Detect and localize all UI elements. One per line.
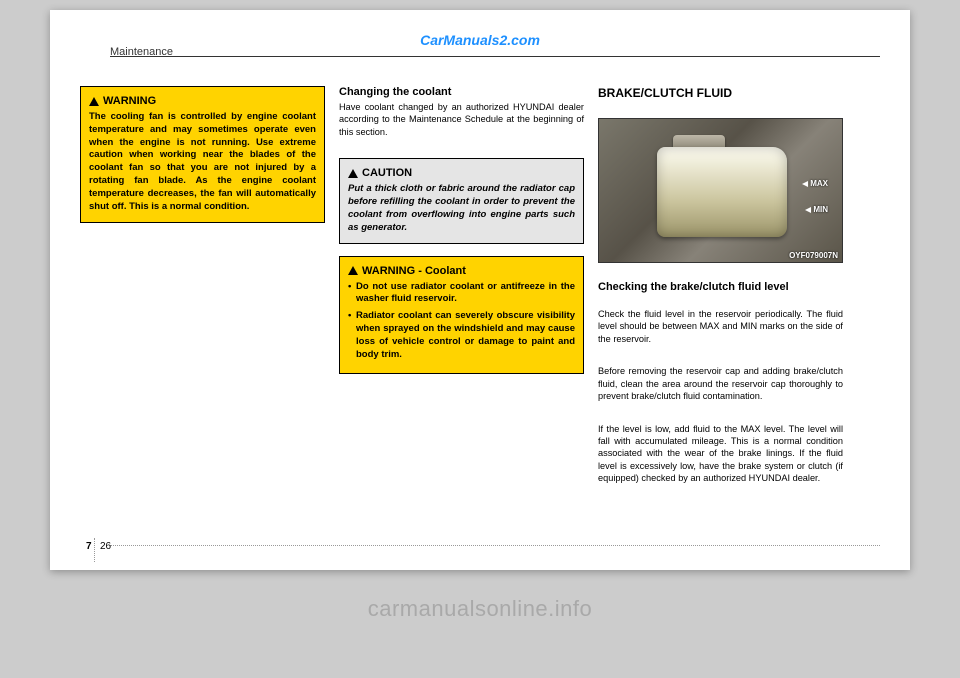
changing-body: Have coolant changed by an authorized HY…: [339, 101, 584, 138]
caution-box: CAUTION Put a thick cloth or fabric arou…: [339, 158, 584, 243]
content-columns: WARNING The cooling fan is controlled by…: [80, 86, 880, 493]
column-2: Changing the coolant Have coolant change…: [339, 86, 584, 493]
warning-bullet-2: Radiator coolant can severely obscure vi…: [356, 310, 575, 361]
warning-bullet-1: Do not use radiator coolant or antifreez…: [356, 281, 575, 307]
warning-box-cooling-fan: WARNING The cooling fan is controlled by…: [80, 86, 325, 223]
page-num-page: 26: [100, 541, 111, 552]
check-p1: Check the fluid level in the reservoir p…: [598, 308, 843, 345]
manual-page: CarManuals2.com Maintenance WARNING The …: [50, 10, 910, 570]
check-heading: Checking the brake/clutch fluid level: [598, 281, 843, 293]
reservoir-shape: [657, 147, 787, 237]
warning-coolant-title: WARNING - Coolant: [348, 265, 575, 277]
max-mark: MAX: [802, 179, 828, 188]
changing-heading: Changing the coolant: [339, 86, 584, 98]
site-watermark: carmanualsonline.info: [368, 596, 593, 622]
warning-coolant-title-text: WARNING - Coolant: [362, 265, 466, 277]
column-1: WARNING The cooling fan is controlled by…: [80, 86, 325, 493]
max-label: MAX: [810, 179, 828, 188]
page-num-chapter: 7: [86, 541, 92, 552]
warning-coolant-body: Do not use radiator coolant or antifreez…: [348, 281, 575, 362]
check-p2: Before removing the reservoir cap and ad…: [598, 365, 843, 402]
reservoir-photo: MAX MIN OYF079007N: [598, 118, 843, 263]
min-label: MIN: [813, 205, 828, 214]
warning-icon: [348, 266, 358, 275]
warning-title: WARNING: [89, 95, 316, 107]
changing-coolant-section: Changing the coolant Have coolant change…: [339, 86, 584, 146]
arrow-icon: [802, 181, 808, 187]
brake-section-title: BRAKE/CLUTCH FLUID: [598, 86, 843, 100]
warning-title-text: WARNING: [103, 95, 156, 107]
footer-divider: [110, 545, 880, 546]
warning-box-coolant: WARNING - Coolant Do not use radiator co…: [339, 256, 584, 375]
brand-url: CarManuals2.com: [420, 32, 540, 48]
caution-title-text: CAUTION: [362, 167, 412, 179]
check-p3: If the level is low, add fluid to the MA…: [598, 423, 843, 485]
warning-body: The cooling fan is controlled by engine …: [89, 111, 316, 214]
arrow-icon: [805, 207, 811, 213]
column-3: BRAKE/CLUTCH FLUID MAX MIN OYF079007N Ch…: [598, 86, 843, 493]
caution-title: CAUTION: [348, 167, 575, 179]
caution-icon: [348, 169, 358, 178]
caution-body: Put a thick cloth or fabric around the r…: [348, 183, 575, 234]
warning-icon: [89, 97, 99, 106]
header-divider: [110, 56, 880, 57]
photo-code: OYF079007N: [789, 251, 838, 260]
min-mark: MIN: [805, 205, 828, 214]
page-num-divider: [94, 538, 95, 562]
